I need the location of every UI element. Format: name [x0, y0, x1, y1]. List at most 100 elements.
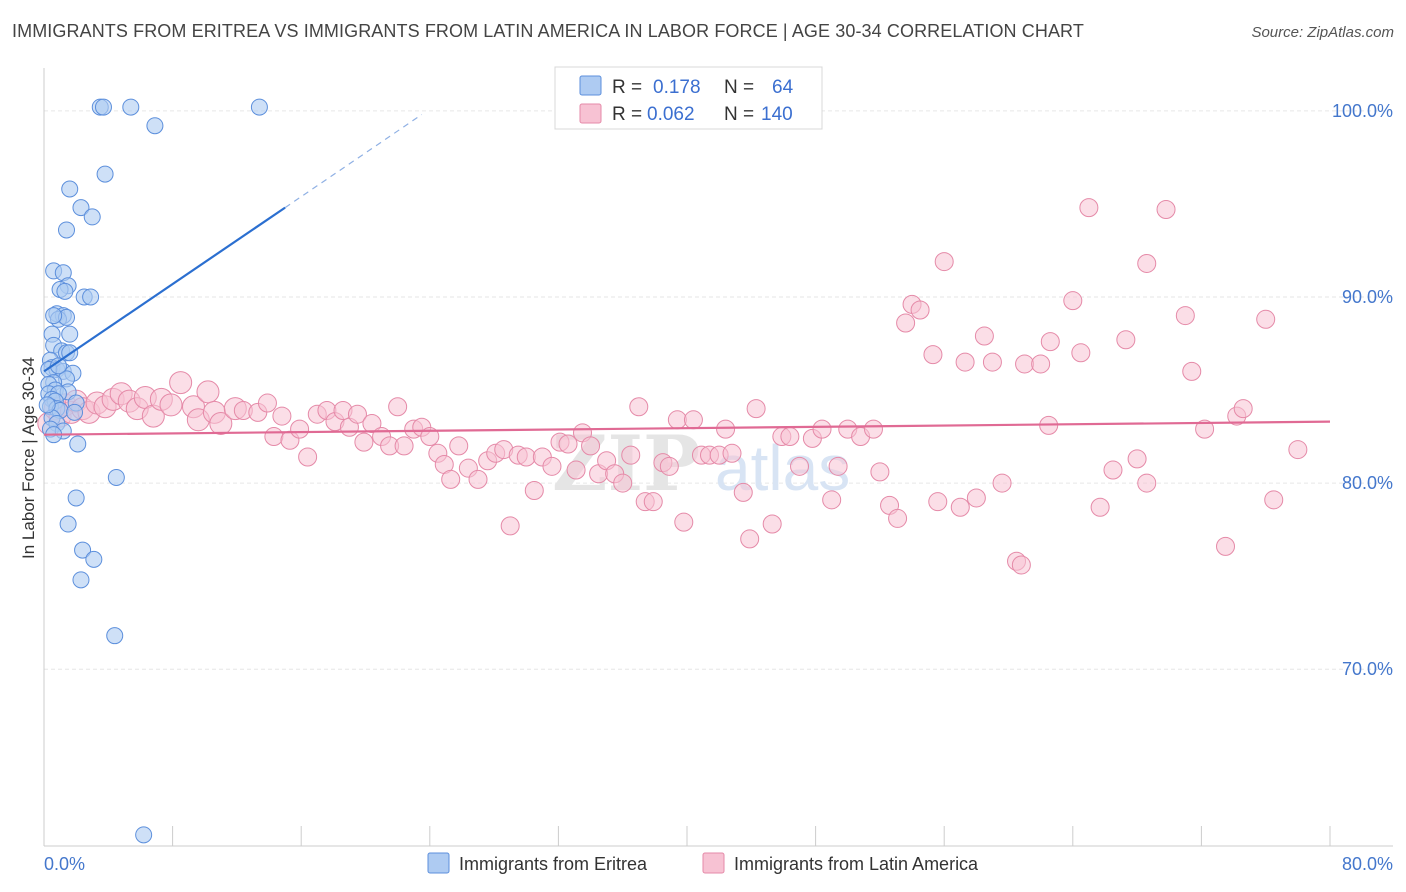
latin-america-point: [863, 419, 883, 439]
latin-america-point: [441, 469, 461, 489]
eritrea-point: [58, 221, 76, 239]
latin-america-point: [1103, 460, 1123, 480]
stats-r-label-eritrea: R =: [612, 77, 642, 98]
eritrea-point: [146, 117, 164, 135]
eritrea-point: [250, 98, 268, 116]
legend-label-latin-america: Immigrants from Latin America: [734, 854, 979, 874]
latin-america-point: [298, 447, 318, 467]
latin-america-point: [209, 412, 233, 436]
latin-america-point: [1156, 199, 1176, 219]
latin-america-point: [257, 393, 277, 413]
eritrea-point: [45, 307, 63, 325]
latin-america-point: [1063, 291, 1083, 311]
latin-america-point: [674, 512, 694, 532]
latin-america-point: [542, 456, 562, 476]
y-tick-label: 80.0%: [1342, 473, 1393, 493]
stats-r-label-latin-america: R =: [612, 104, 642, 125]
latin-america-point: [923, 345, 943, 365]
latin-america-point: [290, 419, 310, 439]
latin-america-point: [362, 414, 382, 434]
latin-america-point: [1233, 399, 1253, 419]
latin-america-point: [1195, 419, 1215, 439]
latin-america-point: [740, 529, 760, 549]
source-label: Source: ZipAtlas.com: [1251, 24, 1394, 41]
latin-america-point: [790, 456, 810, 476]
latin-america-point: [354, 432, 374, 452]
eritrea-point: [59, 515, 77, 533]
eritrea-point: [106, 627, 124, 645]
latin-america-point: [896, 313, 916, 333]
latin-america-point: [1071, 343, 1091, 363]
latin-america-point: [950, 497, 970, 517]
stats-legend: R = 0.178 N = 64 R = 0.062 N = 140: [554, 66, 823, 130]
latin-america-point: [722, 443, 742, 463]
legend-swatch-latin-america: [702, 852, 725, 874]
axes: [43, 68, 1393, 847]
latin-america-point: [1137, 253, 1157, 273]
latin-america-point: [1127, 449, 1147, 469]
eritrea-point: [94, 98, 112, 116]
eritrea-point: [72, 199, 90, 217]
legend-swatch-eritrea: [427, 852, 450, 874]
latin-america-point: [169, 371, 193, 395]
y-tick-label: 70.0%: [1342, 659, 1393, 679]
latin-america-point: [822, 490, 842, 510]
eritrea-point: [135, 826, 153, 844]
stats-n-label-eritrea: N =: [724, 77, 754, 98]
latin-america-point: [716, 419, 736, 439]
latin-america-point: [159, 393, 183, 417]
latin-america-point: [394, 436, 414, 456]
latin-america-point: [272, 406, 292, 426]
latin-america-point: [1216, 536, 1236, 556]
latin-america-point: [1011, 555, 1031, 575]
eritrea-point: [56, 282, 74, 300]
latin-america-point: [1116, 330, 1136, 350]
eritrea-point: [66, 403, 84, 421]
series-legend: Immigrants from Eritrea Immigrants from …: [427, 852, 979, 874]
y-tick-label: 100.0%: [1332, 101, 1393, 121]
latin-america-point: [934, 252, 954, 272]
latin-america-point: [659, 456, 679, 476]
eritrea-point: [83, 208, 101, 226]
stats-swatch-eritrea: [579, 75, 602, 96]
y-axis-label: In Labor Force | Age 30-34: [19, 357, 38, 559]
latin-america-point: [1175, 306, 1195, 326]
latin-america-point: [420, 427, 440, 447]
latin-america-point: [516, 447, 536, 467]
latin-america-point: [264, 427, 284, 447]
latin-america-point: [1182, 361, 1202, 381]
eritrea-point: [67, 489, 85, 507]
gridlines: [44, 110, 1393, 670]
latin-america-point: [196, 380, 220, 404]
latin-america-point: [581, 436, 601, 456]
latin-america-point: [910, 300, 930, 320]
latin-america-point: [762, 514, 782, 534]
latin-america-point: [1264, 490, 1284, 510]
latin-america-point: [982, 352, 1002, 372]
stats-n-eritrea: 64: [772, 77, 794, 98]
eritrea-point: [74, 541, 92, 559]
eritrea-point: [82, 288, 100, 306]
latin-america-point: [613, 473, 633, 493]
x-tick-labels: 0.0% 80.0%: [44, 854, 1393, 874]
eritrea-point: [122, 98, 140, 116]
x-tick-label-min: 0.0%: [44, 854, 85, 874]
latin-america-point: [621, 445, 641, 465]
eritrea-point: [107, 468, 125, 486]
latin-america-point: [629, 397, 649, 417]
latin-america-point: [468, 469, 488, 489]
latin-america-point: [1090, 497, 1110, 517]
latin-america-point: [1137, 473, 1157, 493]
latin-america-point: [780, 427, 800, 447]
latin-america-point: [449, 436, 469, 456]
latin-america-point: [974, 326, 994, 346]
latin-america-point: [746, 399, 766, 419]
stats-n-latin-america: 140: [761, 104, 793, 125]
chart-title: IMMIGRANTS FROM ERITREA VS IMMIGRANTS FR…: [12, 21, 1084, 41]
latin-america-trend-line: [43, 420, 1331, 436]
eritrea-trend-line: [43, 206, 286, 373]
latin-america-point: [733, 482, 753, 502]
latin-america-point: [1256, 309, 1276, 329]
stats-swatch-latin-america: [579, 103, 602, 124]
